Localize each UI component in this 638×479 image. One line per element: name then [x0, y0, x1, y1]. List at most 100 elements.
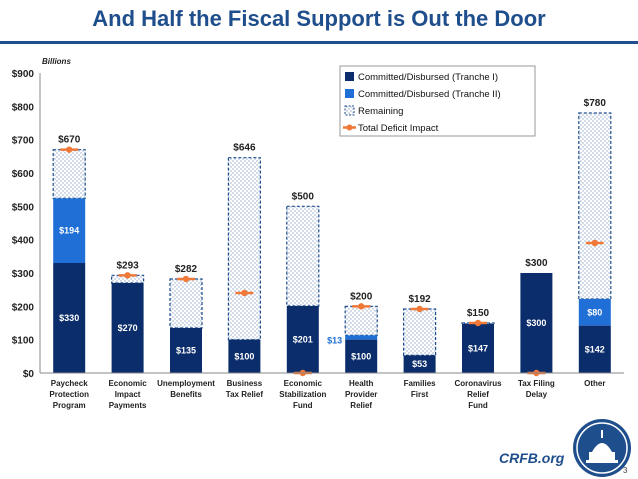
bar-tranche-2 [578, 299, 611, 326]
x-tick-label: Economic [284, 379, 323, 388]
x-tick-label: Unemployment [157, 379, 215, 388]
bar-remaining [344, 305, 378, 336]
x-tick-label: First [411, 390, 429, 399]
y-tick-label: $200 [12, 302, 35, 313]
x-tick-label: Coronavirus [454, 379, 502, 388]
legend-swatch-tranche-1 [345, 72, 354, 81]
deficit-marker-point [182, 275, 190, 283]
brand-text: CRFB.org [499, 450, 565, 466]
legend-label-tranche-1: Committed/Disbursed (Tranche I) [358, 72, 498, 83]
data-label-tranche-1: $100 [351, 351, 371, 361]
y-tick-label: $400 [12, 236, 35, 247]
x-tick-label: Protection [49, 390, 89, 399]
x-tick-label: Benefits [170, 390, 202, 399]
legend-label-remaining: Remaining [358, 106, 403, 117]
x-tick-label: Payments [109, 401, 147, 410]
bar-tranche-1 [53, 263, 86, 373]
y-axis-label: Billions [42, 57, 71, 66]
bar-remaining [403, 308, 437, 356]
y-tick-label: $100 [12, 336, 35, 347]
x-tick-label: Impact [115, 390, 141, 399]
data-label-tranche-1: $142 [585, 344, 605, 354]
data-label-total: $300 [525, 258, 548, 269]
data-label-tranche-1: $100 [234, 351, 254, 361]
data-label-tranche-1: $147 [468, 344, 488, 354]
data-label-total: $192 [408, 294, 431, 305]
legend-swatch-tranche-2 [345, 89, 354, 98]
bar-remaining [286, 205, 320, 307]
data-label-tranche-1: $330 [59, 313, 79, 323]
deficit-marker-point [358, 303, 365, 310]
data-label-total: $293 [116, 260, 139, 271]
data-label-tranche-1: $300 [526, 318, 546, 328]
data-label-total: $282 [175, 264, 198, 275]
x-tick-label: Provider [345, 390, 377, 399]
legend-box [339, 65, 536, 137]
y-tick-label: $0 [23, 369, 35, 380]
bar-remaining [52, 149, 86, 199]
legend-label-tranche-2: Committed/Disbursed (Tranche II) [358, 89, 501, 100]
crfb-seal-icon [573, 419, 631, 477]
y-tick-label: $300 [12, 269, 35, 280]
data-label-tranche-2: $194 [59, 226, 79, 236]
y-tick-label: $500 [12, 202, 35, 213]
bar-tranche-2 [345, 335, 378, 340]
bar-tranche-1 [520, 273, 553, 373]
data-label-tranche-1: $135 [176, 346, 196, 356]
x-tick-label: Program [53, 401, 86, 410]
bar-tranche-1 [170, 328, 202, 373]
x-tick-label: Stabilization [279, 390, 326, 399]
deficit-marker-point [66, 146, 73, 153]
y-tick-label: $600 [12, 169, 35, 180]
x-tick-label: Paycheck [51, 379, 88, 388]
x-tick-label: Delay [526, 390, 548, 399]
data-label-tranche-1: $270 [118, 323, 138, 333]
deficit-marker-point [241, 289, 248, 297]
deficit-marker-point [591, 239, 598, 247]
bar-tranche-1 [345, 339, 378, 373]
bar-tranche-1 [403, 355, 436, 373]
y-tick-label: $800 [12, 102, 35, 113]
title-rule [0, 41, 638, 44]
data-label-tranche-1: $53 [412, 359, 427, 369]
bar-tranche-1 [286, 306, 319, 373]
bar-tranche-1 [111, 283, 144, 373]
x-tick-label: Relief [467, 390, 489, 399]
deficit-marker-point [416, 305, 423, 313]
legend-label-deficit: Total Deficit Impact [358, 123, 439, 134]
y-tick-label: $700 [12, 136, 35, 147]
data-label-total: $646 [233, 143, 256, 154]
data-label-total: $200 [350, 291, 373, 302]
data-label-total: $780 [584, 98, 607, 109]
bar-tranche-1 [228, 339, 261, 373]
data-label-tranche-2: $80 [587, 307, 602, 317]
x-tick-label: Relief [350, 401, 372, 410]
y-tick-label: $900 [12, 69, 35, 80]
data-label-tranche-2: $13 [327, 335, 342, 345]
bar-tranche-2 [53, 198, 86, 263]
bar-tranche-1 [578, 325, 611, 373]
x-tick-label: Tax Filing [518, 379, 555, 388]
x-tick-label: Economic [108, 379, 147, 388]
x-tick-label: Fund [293, 401, 313, 410]
x-tick-label: Tax Relief [226, 390, 264, 399]
bar-remaining [227, 157, 261, 341]
data-label-total: $150 [467, 308, 490, 319]
x-tick-label: Health [349, 379, 374, 388]
bar-remaining [578, 112, 612, 300]
data-label-total: $670 [58, 135, 81, 146]
x-tick-label: Business [227, 379, 263, 388]
page-number: 3 [623, 466, 628, 475]
data-label-tranche-1: $201 [293, 335, 313, 345]
page-title: And Half the Fiscal Support is Out the D… [92, 6, 546, 31]
x-tick-label: Other [584, 379, 605, 388]
legend-swatch-remaining [344, 105, 355, 116]
x-tick-label: Fund [468, 401, 488, 410]
x-tick-label: Families [404, 379, 437, 388]
bar-tranche-1 [462, 324, 494, 373]
deficit-marker-point [474, 319, 482, 327]
data-label-total: $500 [292, 191, 315, 202]
bar-remaining [169, 278, 203, 329]
deficit-marker-point [124, 272, 131, 279]
